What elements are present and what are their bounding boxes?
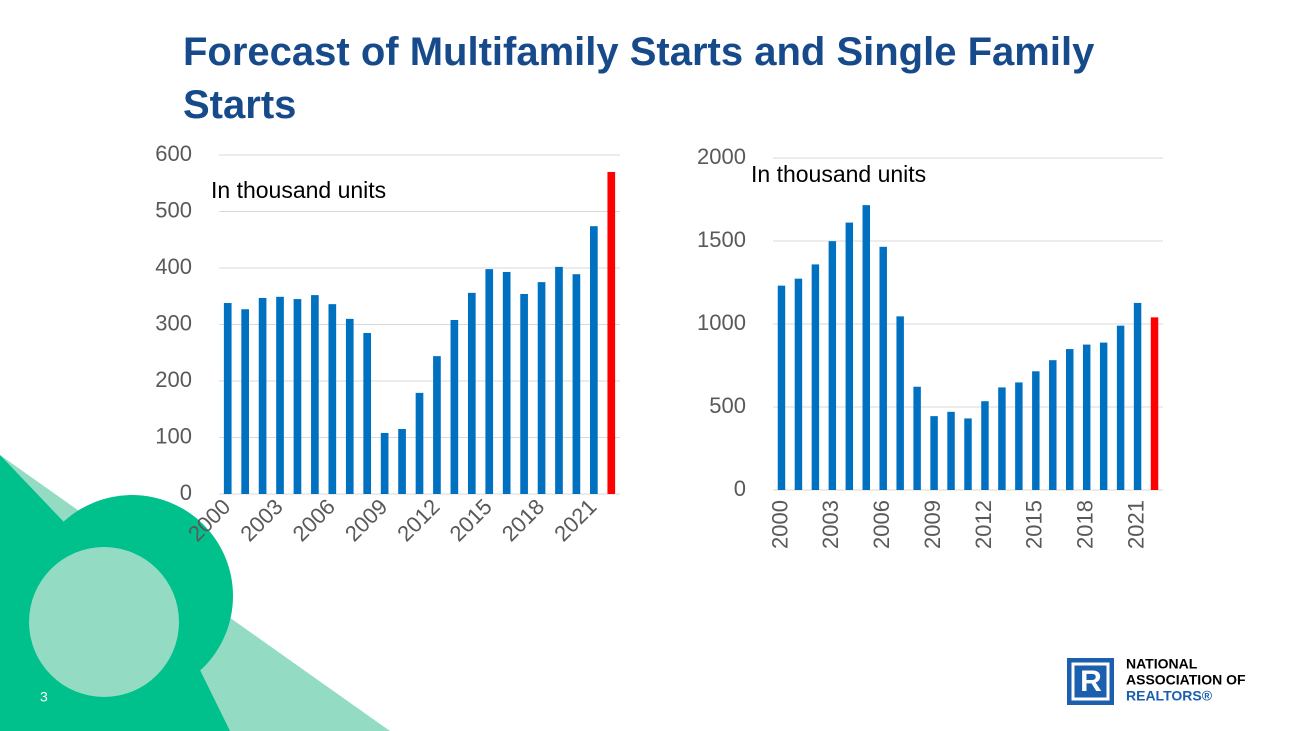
x-tick-label: 2009 — [340, 494, 392, 546]
bar — [467, 292, 476, 494]
bar — [777, 285, 786, 490]
x-tick-label: 2003 — [818, 500, 843, 549]
x-tick-label: 2021 — [549, 494, 601, 546]
bar — [607, 171, 616, 494]
bar — [450, 319, 459, 494]
bar — [1133, 302, 1142, 490]
bar — [1049, 360, 1057, 490]
logo-text: ASSOCIATION OF — [1126, 672, 1246, 688]
bar — [998, 387, 1006, 490]
deco-circle-light — [29, 547, 179, 697]
bar — [896, 316, 904, 490]
x-tick-label: 2012 — [971, 500, 996, 549]
y-tick-label: 1500 — [697, 227, 746, 252]
bar — [981, 401, 989, 490]
annotation: In thousand units — [211, 177, 386, 203]
bar — [1082, 344, 1091, 490]
y-tick-label: 600 — [155, 141, 192, 166]
bar — [241, 309, 249, 494]
bar — [1116, 325, 1125, 490]
x-tick-label: 2006 — [869, 500, 894, 549]
bar — [845, 222, 854, 490]
y-tick-label: 100 — [155, 423, 192, 448]
bar — [1150, 317, 1159, 490]
x-tick-label: 2006 — [288, 494, 340, 546]
annotation: In thousand units — [751, 161, 926, 187]
bar — [311, 295, 319, 494]
logo-text: NATIONAL — [1126, 656, 1198, 672]
bar — [811, 264, 820, 490]
bar — [223, 303, 232, 494]
bar — [1099, 342, 1108, 490]
x-tick-label: 2012 — [392, 494, 444, 546]
bar — [276, 296, 284, 494]
y-tick-label: 1000 — [697, 310, 746, 335]
bar — [398, 429, 406, 494]
bar — [520, 293, 528, 494]
bar — [293, 299, 302, 494]
bar — [537, 282, 546, 494]
logo-box — [1067, 658, 1114, 705]
y-tick-label: 200 — [155, 367, 192, 392]
x-tick-label: 2021 — [1123, 500, 1148, 549]
y-tick-label: 500 — [155, 197, 192, 222]
x-tick-label: 2018 — [1073, 500, 1098, 549]
bar — [879, 246, 887, 490]
bar — [415, 392, 424, 494]
bar — [913, 386, 921, 490]
bar — [590, 226, 598, 494]
x-tick-label: 2018 — [497, 494, 549, 546]
bar — [862, 205, 870, 491]
bar — [485, 269, 494, 494]
bar — [930, 416, 938, 490]
bar — [964, 418, 972, 490]
bar — [555, 266, 563, 494]
bar — [1032, 371, 1040, 490]
bar — [363, 332, 372, 494]
page-number: 3 — [40, 689, 48, 705]
logo-frame — [1071, 662, 1110, 701]
logo-text: REALTORS® — [1126, 688, 1213, 704]
slide-title: Forecast of Multifamily Starts and Singl… — [183, 30, 1095, 127]
x-tick-label: 2000 — [767, 500, 792, 549]
bar — [258, 297, 267, 494]
bar — [1015, 382, 1023, 490]
bar — [1066, 349, 1074, 490]
x-tick-label: 2009 — [920, 500, 945, 549]
y-tick-label: 300 — [155, 310, 192, 335]
bar — [345, 318, 354, 494]
bar — [328, 304, 337, 494]
bar — [572, 274, 581, 494]
bar — [947, 411, 955, 490]
bar — [380, 432, 389, 494]
bar — [433, 356, 441, 494]
y-tick-label: 0 — [734, 476, 746, 501]
bar — [794, 278, 803, 490]
x-tick-label: 2003 — [235, 494, 287, 546]
y-tick-label: 2000 — [697, 144, 746, 169]
y-tick-label: 400 — [155, 254, 192, 279]
y-tick-label: 0 — [180, 480, 192, 505]
x-tick-label: 2015 — [445, 494, 497, 546]
bar — [828, 241, 837, 490]
x-tick-label: 2015 — [1022, 500, 1047, 549]
bar — [502, 271, 511, 494]
logo-r: R — [1080, 665, 1102, 698]
y-tick-label: 500 — [709, 393, 746, 418]
